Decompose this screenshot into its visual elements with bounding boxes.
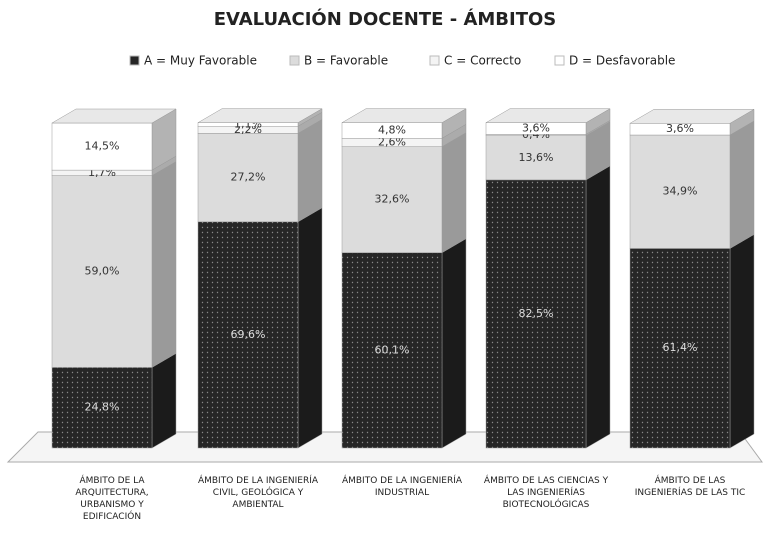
bar-top (197, 108, 323, 123)
bar-side (151, 352, 177, 449)
bar-texture (342, 252, 442, 448)
bar-side (585, 165, 611, 449)
bar-side (729, 120, 755, 249)
legend-label: C = Correcto (444, 54, 521, 68)
bar-texture (52, 367, 152, 448)
value-label: 4,8% (378, 123, 406, 136)
bar-top (341, 108, 467, 123)
value-label: 3,6% (666, 122, 694, 135)
x-tick-label: ÁMBITO DE LA INGENIERÍA INDUSTRIAL (342, 474, 463, 498)
x-tick-label: ÁMBITO DE LAS INGENIERÍAS DE LAS TIC (635, 474, 746, 498)
bar-side (297, 118, 323, 223)
bar-side (441, 238, 467, 449)
legend-swatch (429, 55, 440, 66)
value-label: 27,2% (231, 171, 266, 184)
value-label: 34,9% (663, 185, 698, 198)
legend-label: A = Muy Favorable (144, 54, 257, 68)
value-label: 69,6% (231, 328, 266, 341)
bar-segment (485, 135, 587, 181)
bar-texture (486, 179, 586, 448)
bar-side (151, 161, 177, 368)
value-label: 14,5% (85, 140, 120, 153)
value-label: 60,1% (375, 343, 410, 356)
legend-swatch (289, 55, 300, 66)
x-tick-label: ÁMBITO DE LAS CIENCIAS Y LAS INGENIERÍAS B… (484, 474, 609, 510)
legend-swatch (129, 55, 140, 66)
chart-title: EVALUACIÓN DOCENTE - ÁMBITOS (214, 8, 557, 30)
value-label: 13,6% (519, 151, 554, 164)
value-label: 59,0% (85, 265, 120, 278)
bar-segment (629, 134, 731, 249)
legend-label: B = Favorable (304, 54, 388, 68)
x-tick-label: ÁMBITO DE LA INGENIERÍA CIVIL, GEOLÓGICA … (198, 474, 319, 510)
value-label: 3,6% (522, 122, 550, 135)
value-label: 82,5% (519, 307, 554, 320)
bar-side (297, 207, 323, 449)
bar-side (729, 234, 755, 449)
bar-top (629, 109, 755, 124)
value-label: 32,6% (375, 193, 410, 206)
bar-segment (341, 146, 443, 253)
bar-side (441, 132, 467, 254)
value-label: 2,6% (378, 136, 406, 149)
value-label: 61,4% (663, 341, 698, 354)
value-label: 24,8% (85, 401, 120, 414)
legend-label: D = Desfavorable (569, 54, 675, 68)
bar-texture (198, 221, 298, 448)
bar-top (51, 108, 177, 124)
bar-segment (197, 133, 299, 223)
legend-swatch (554, 55, 565, 66)
bar-texture (630, 248, 730, 448)
x-tick-label: ÁMBITO DE LA ARQUITECTURA, URBANISMO Y EDIF… (75, 474, 148, 522)
bar-top (485, 108, 611, 123)
